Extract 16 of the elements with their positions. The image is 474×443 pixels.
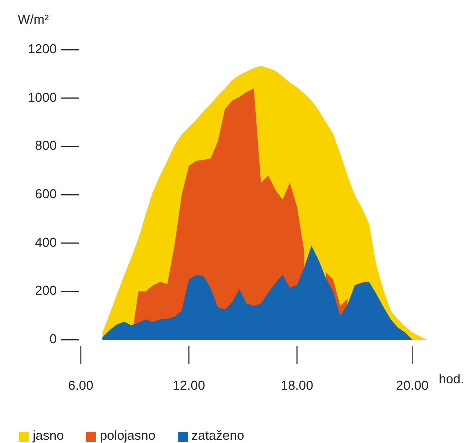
legend-label: zataženo (192, 428, 244, 443)
legend-label: jasno (33, 428, 64, 443)
y-tick-label: 600 (35, 186, 57, 202)
y-tick-label: 0 (50, 331, 57, 346)
x-tick-label: 20.00 (396, 378, 429, 393)
y-tick-label: 1000 (28, 90, 57, 105)
y-axis-title: W/m² (18, 12, 50, 27)
y-tick-label: 800 (35, 138, 57, 154)
x-tick-label: 6.00 (68, 378, 94, 393)
y-tick-label: 1200 (28, 41, 57, 56)
x-tick-label: 12.00 (172, 378, 206, 393)
x-axis-title: hod. (439, 371, 464, 386)
x-tick-label: 18.00 (280, 378, 314, 393)
legend-label: polojasno (100, 428, 156, 443)
y-tick-label: 200 (35, 283, 57, 298)
y-tick-label: 400 (35, 234, 57, 250)
